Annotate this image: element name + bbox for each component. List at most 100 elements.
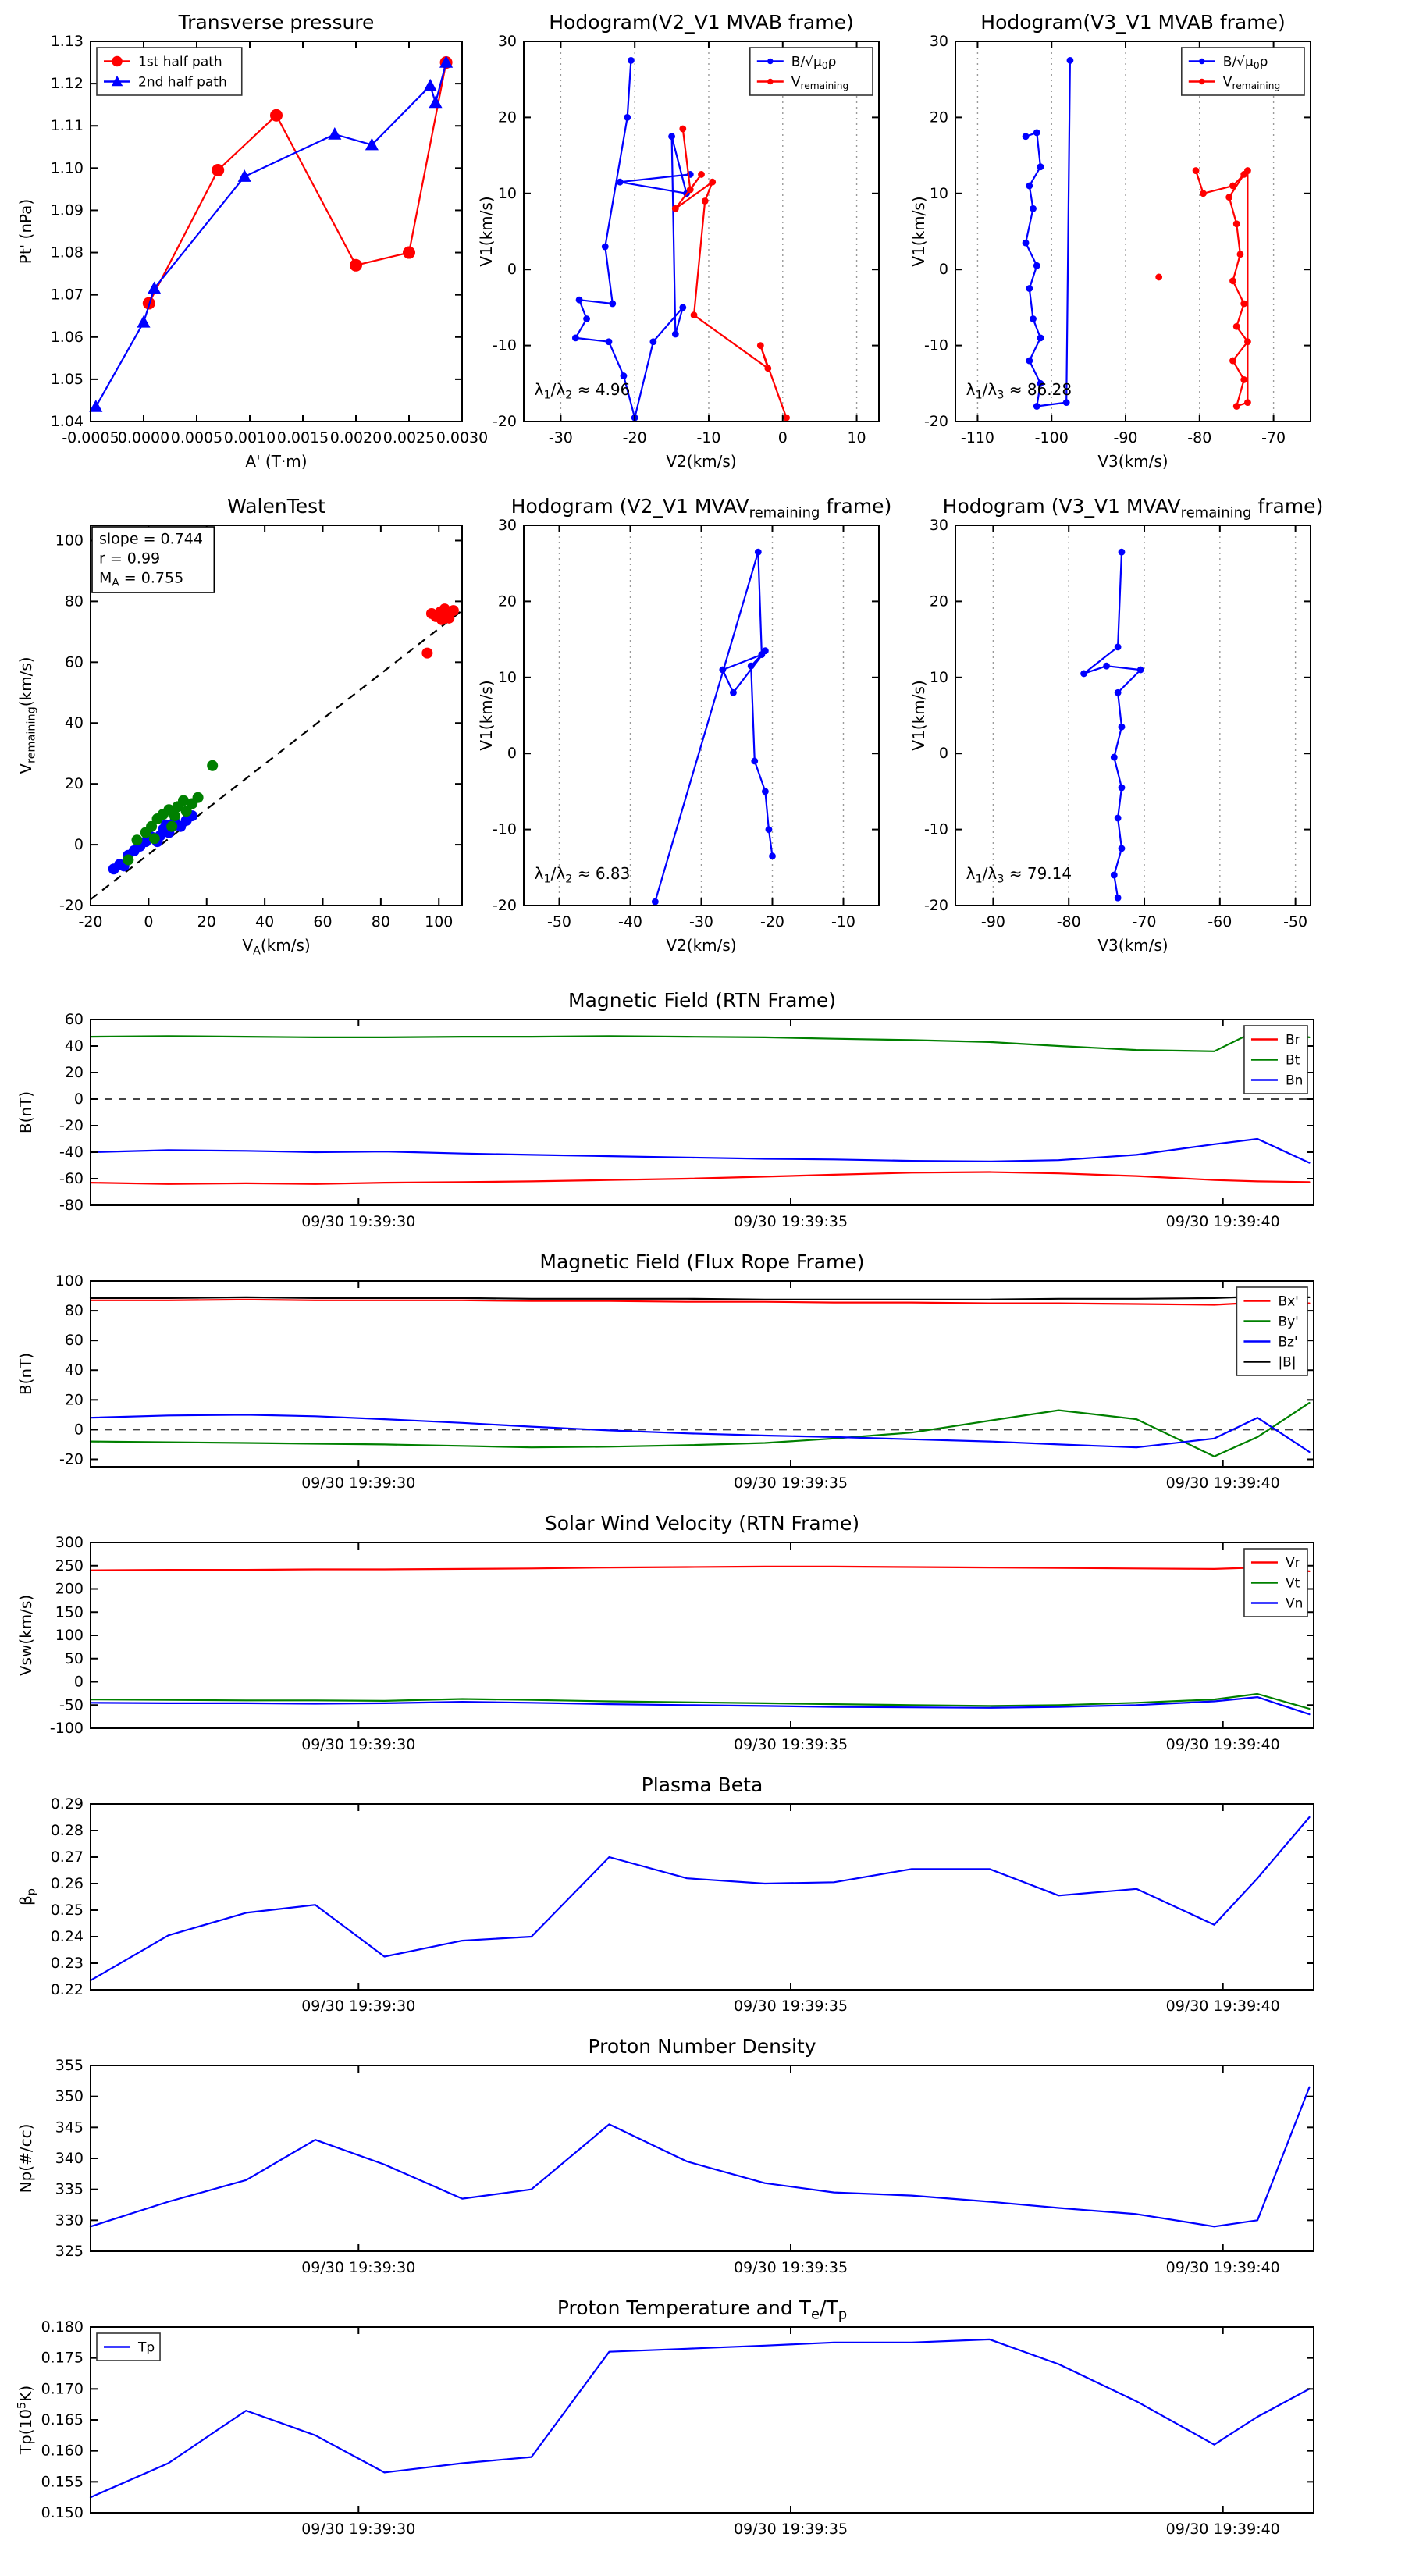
svg-text:1.11: 1.11 xyxy=(51,117,84,134)
svg-text:80: 80 xyxy=(372,913,390,930)
svg-text:09/30 19:39:35: 09/30 19:39:35 xyxy=(734,1736,848,1753)
svg-text:1.05: 1.05 xyxy=(51,371,84,388)
svg-text:Vsw(km/s): Vsw(km/s) xyxy=(16,1595,35,1676)
solar-wind-velocity-chart: 09/30 19:39:30 09/30 19:39:35 09/30 19:39:… xyxy=(16,1503,1405,1764)
svg-text:09/30 19:39:30: 09/30 19:39:30 xyxy=(301,1475,415,1492)
svg-text:Vr: Vr xyxy=(1286,1556,1300,1571)
svg-text:Plasma Beta: Plasma Beta xyxy=(642,1774,763,1796)
svg-text:40: 40 xyxy=(65,1361,84,1379)
svg-text:-0.0005: -0.0005 xyxy=(62,429,119,447)
svg-text:-70: -70 xyxy=(1261,429,1286,447)
svg-text:-20: -20 xyxy=(493,413,517,430)
svg-text:λ1/λ2 ≈ 6.83: λ1/λ2 ≈ 6.83 xyxy=(535,864,631,885)
svg-text:09/30 19:39:40: 09/30 19:39:40 xyxy=(1166,2521,1280,2538)
svg-text:2nd half path: 2nd half path xyxy=(138,75,227,91)
svg-text:09/30 19:39:40: 09/30 19:39:40 xyxy=(1166,1213,1280,1230)
svg-text:10: 10 xyxy=(930,669,948,686)
svg-text:-50: -50 xyxy=(1283,913,1307,930)
svg-text:335: 335 xyxy=(55,2181,84,2198)
plasma-beta-chart: 09/30 19:39:30 09/30 19:39:35 09/30 19:39:… xyxy=(16,1764,1405,2026)
svg-text:10: 10 xyxy=(498,669,517,686)
svg-text:-40: -40 xyxy=(59,1144,84,1161)
svg-text:0.0015: 0.0015 xyxy=(277,429,329,447)
svg-text:355: 355 xyxy=(55,2057,84,2074)
svg-text:Magnetic Field (Flux Rope Fram: Magnetic Field (Flux Rope Frame) xyxy=(539,1251,864,1273)
svg-text:Proton Number Density: Proton Number Density xyxy=(589,2035,816,2058)
svg-text:λ1/λ3 ≈ 79.14: λ1/λ3 ≈ 79.14 xyxy=(966,864,1072,885)
svg-text:V2(km/s): V2(km/s) xyxy=(666,452,736,471)
svg-text:09/30 19:39:30: 09/30 19:39:30 xyxy=(301,1736,415,1753)
svg-text:0.22: 0.22 xyxy=(51,1981,84,1998)
svg-text:0.0000: 0.0000 xyxy=(118,429,169,447)
svg-text:B/√μ0ρ: B/√μ0ρ xyxy=(791,55,837,72)
svg-text:0.0020: 0.0020 xyxy=(330,429,382,447)
svg-text:20: 20 xyxy=(498,109,517,126)
svg-text:|B|: |B| xyxy=(1278,1355,1296,1371)
svg-text:0.175: 0.175 xyxy=(41,2350,84,2367)
svg-text:-20: -20 xyxy=(78,913,102,930)
transverse-pressure-chart: -0.0005 0.0000 0.0005 0.0010 0.0015 0.0020 0.0… xyxy=(16,0,488,475)
svg-text:30: 30 xyxy=(498,517,517,534)
svg-text:100: 100 xyxy=(55,1627,84,1644)
svg-text:09/30 19:39:30: 09/30 19:39:30 xyxy=(301,2521,415,2538)
svg-text:A' (T·m): A' (T·m) xyxy=(245,452,307,471)
svg-text:0.165: 0.165 xyxy=(41,2411,84,2428)
svg-text:1st half path: 1st half path xyxy=(138,55,222,70)
svg-text:60: 60 xyxy=(313,913,332,930)
svg-text:330: 330 xyxy=(55,2211,84,2229)
svg-text:-20: -20 xyxy=(59,1450,84,1468)
svg-text:-40: -40 xyxy=(618,913,642,930)
svg-text:Tp: Tp xyxy=(137,2340,155,2356)
svg-text:0: 0 xyxy=(74,1421,84,1438)
svg-text:40: 40 xyxy=(65,1037,84,1055)
svg-text:-90: -90 xyxy=(981,913,1005,930)
svg-text:-100: -100 xyxy=(50,1720,84,1737)
svg-text:350: 350 xyxy=(55,2088,84,2105)
svg-text:20: 20 xyxy=(930,109,948,126)
svg-text:09/30 19:39:35: 09/30 19:39:35 xyxy=(734,2521,848,2538)
svg-text:09/30 19:39:35: 09/30 19:39:35 xyxy=(734,2259,848,2276)
svg-text:Vremaining: Vremaining xyxy=(791,75,848,92)
svg-text:09/30 19:39:40: 09/30 19:39:40 xyxy=(1166,2259,1280,2276)
svg-text:r = 0.99: r = 0.99 xyxy=(99,550,160,568)
svg-text:09/30 19:39:40: 09/30 19:39:40 xyxy=(1166,1736,1280,1753)
svg-text:09/30 19:39:35: 09/30 19:39:35 xyxy=(734,1475,848,1492)
svg-text:60: 60 xyxy=(65,1332,84,1349)
svg-text:Bt: Bt xyxy=(1286,1053,1300,1069)
svg-text:-30: -30 xyxy=(549,429,573,447)
svg-text:1.13: 1.13 xyxy=(51,33,84,50)
svg-text:V3(km/s): V3(km/s) xyxy=(1097,936,1168,955)
svg-text:340: 340 xyxy=(55,2150,84,2167)
svg-text:-100: -100 xyxy=(1035,429,1069,447)
svg-text:20: 20 xyxy=(65,775,84,792)
svg-text:345: 345 xyxy=(55,2119,84,2136)
svg-text:-110: -110 xyxy=(961,429,994,447)
svg-text:-70: -70 xyxy=(1132,913,1156,930)
svg-text:0.170: 0.170 xyxy=(41,2380,84,2397)
svg-text:100: 100 xyxy=(55,532,84,549)
svg-text:WalenTest: WalenTest xyxy=(227,495,325,518)
svg-text:1.09: 1.09 xyxy=(51,201,84,219)
svg-text:150: 150 xyxy=(55,1603,84,1621)
svg-text:Np(#/cc): Np(#/cc) xyxy=(16,2124,35,2194)
svg-text:50: 50 xyxy=(65,1650,84,1667)
svg-text:0.28: 0.28 xyxy=(51,1822,84,1839)
svg-text:-60: -60 xyxy=(59,1170,84,1187)
svg-text:0.24: 0.24 xyxy=(51,1928,84,1945)
svg-text:0: 0 xyxy=(778,429,788,447)
svg-text:Hodogram (V3_V1 MVAVremaining: Hodogram (V3_V1 MVAVremaining frame) xyxy=(943,495,1324,521)
svg-text:-20: -20 xyxy=(493,897,517,914)
svg-text:-80: -80 xyxy=(1057,913,1081,930)
svg-text:Vremaining: Vremaining xyxy=(1223,75,1280,92)
svg-text:0.0005: 0.0005 xyxy=(171,429,222,447)
svg-text:B/√μ0ρ: B/√μ0ρ xyxy=(1223,55,1268,72)
svg-text:V1(km/s): V1(km/s) xyxy=(477,196,496,266)
svg-text:09/30 19:39:30: 09/30 19:39:30 xyxy=(301,1213,415,1230)
svg-text:09/30 19:39:40: 09/30 19:39:40 xyxy=(1166,1998,1280,2015)
svg-text:0.160: 0.160 xyxy=(41,2443,84,2460)
svg-text:Hodogram(V2_V1 MVAB frame): Hodogram(V2_V1 MVAB frame) xyxy=(549,11,853,34)
svg-text:-50: -50 xyxy=(547,913,571,930)
svg-text:09/30 19:39:35: 09/30 19:39:35 xyxy=(734,1213,848,1230)
svg-text:Bz': Bz' xyxy=(1278,1335,1297,1350)
svg-text:0.155: 0.155 xyxy=(41,2473,84,2490)
